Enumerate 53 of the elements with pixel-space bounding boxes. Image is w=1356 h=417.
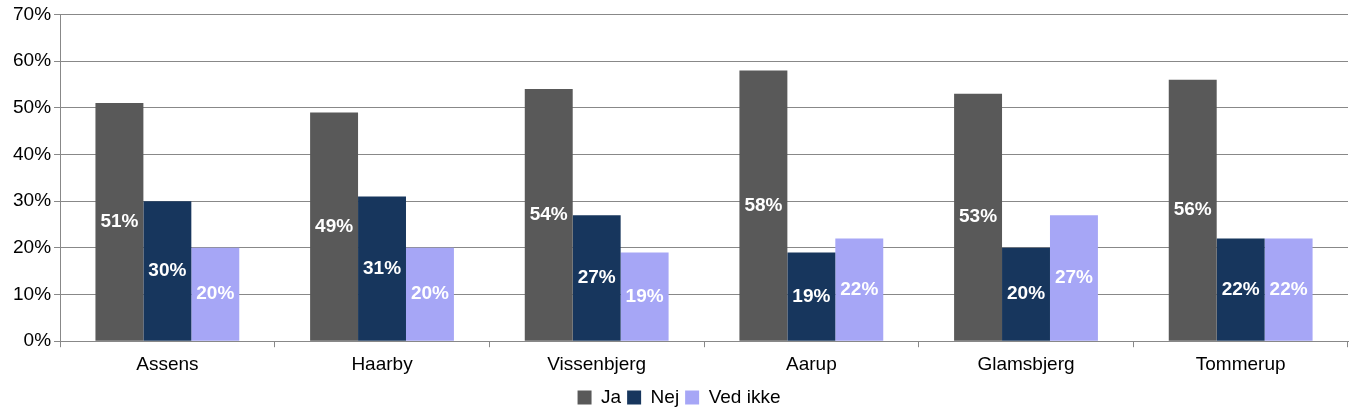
data-label: 54% [529,203,568,225]
bar [310,112,359,341]
data-label: 20% [410,282,450,304]
bar [405,247,454,341]
data-label: 22% [1221,277,1260,299]
y-tick-label: 50% [13,96,52,118]
data-label: 49% [315,214,354,236]
bar [739,70,788,341]
bar [191,247,240,341]
data-label: 51% [100,210,139,232]
bar [524,89,573,341]
bar [1264,238,1313,341]
data-label: 22% [840,277,879,299]
legend-label: Ved ikke [708,385,781,407]
x-tick-label: Aarup [785,352,837,374]
data-label: 58% [744,193,783,215]
y-tick-label: 10% [13,282,52,304]
x-tick-label: Tommerup [1195,352,1286,374]
legend-label: Nej [650,385,680,407]
data-label: 30% [148,259,187,281]
bar [358,196,406,341]
data-label: 22% [1269,277,1308,299]
data-label: 56% [1173,198,1212,220]
data-label: 31% [363,256,402,278]
y-tick-label: 30% [13,189,52,211]
bar [572,215,621,341]
bar [954,93,1003,341]
x-tick-label: Assens [136,352,199,374]
data-label: 20% [1006,282,1046,304]
bar [95,103,144,341]
y-tick-label: 20% [13,236,52,258]
data-label: 19% [792,284,831,306]
data-label: 19% [625,284,664,306]
data-label: 53% [959,205,998,227]
bar [1049,215,1098,341]
bar [620,252,669,341]
bar [1168,79,1217,341]
legend-label: Ja [601,385,622,407]
y-tick-label: 40% [13,142,52,164]
bar [787,252,836,341]
x-tick-label: Glamsbjerg [977,352,1075,374]
data-label: 27% [577,266,616,288]
data-label: 27% [1054,266,1094,288]
y-tick-label: 70% [13,2,52,24]
bar [143,201,192,341]
y-tick-label: 0% [23,329,52,351]
y-tick-label: 60% [13,49,52,71]
bar [1002,247,1050,341]
x-tick-label: Haarby [351,352,414,374]
bar [1216,238,1265,341]
data-label: 20% [196,282,235,304]
x-tick-label: Vissenbjerg [547,352,647,374]
bar [835,238,884,341]
